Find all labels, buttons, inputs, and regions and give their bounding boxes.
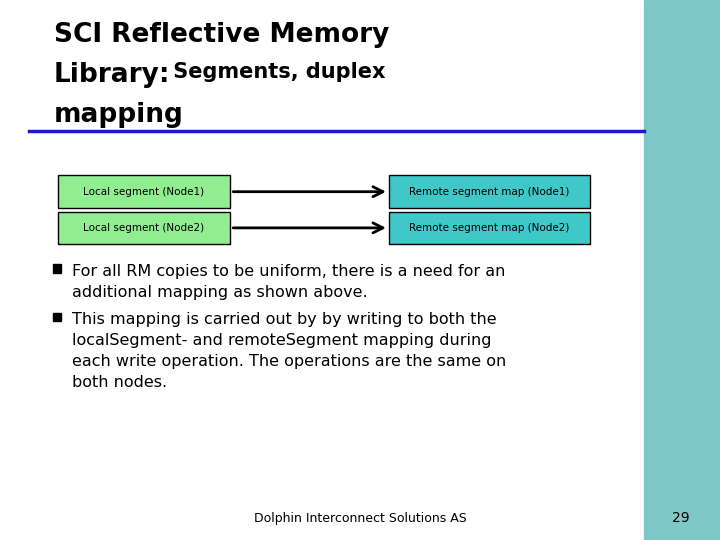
Bar bbox=[58, 176, 230, 208]
Text: mapping: mapping bbox=[54, 102, 184, 127]
Text: Remote segment map (Node2): Remote segment map (Node2) bbox=[410, 223, 570, 233]
Text: Remote segment map (Node1): Remote segment map (Node1) bbox=[410, 187, 570, 197]
Text: Local segment (Node2): Local segment (Node2) bbox=[84, 223, 204, 233]
Text: 29: 29 bbox=[672, 511, 689, 525]
Bar bbox=[389, 212, 590, 244]
Text: Segments, duplex: Segments, duplex bbox=[166, 62, 385, 82]
Text: For all RM copies to be uniform, there is a need for an
additional mapping as sh: For all RM copies to be uniform, there i… bbox=[72, 264, 505, 300]
Bar bbox=[53, 313, 61, 321]
Bar bbox=[58, 212, 230, 244]
Text: SCI Reflective Memory: SCI Reflective Memory bbox=[54, 22, 390, 48]
Text: Library:: Library: bbox=[54, 62, 171, 88]
Bar bbox=[53, 264, 61, 273]
Text: This mapping is carried out by by writing to both the
localSegment- and remoteSe: This mapping is carried out by by writin… bbox=[72, 312, 506, 390]
Bar bbox=[644, 0, 720, 540]
Text: Local segment (Node1): Local segment (Node1) bbox=[84, 187, 204, 197]
Text: Dolphin Interconnect Solutions AS: Dolphin Interconnect Solutions AS bbox=[253, 512, 467, 525]
Bar bbox=[389, 176, 590, 208]
